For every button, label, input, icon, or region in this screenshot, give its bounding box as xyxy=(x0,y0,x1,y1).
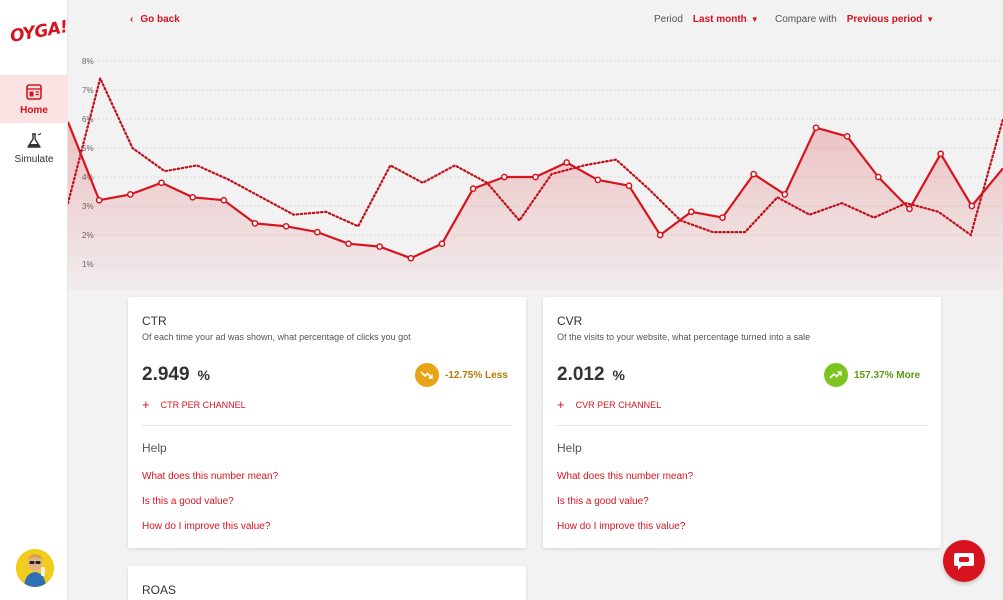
data-point xyxy=(594,176,602,184)
chart-point-markers xyxy=(95,124,976,262)
sidebar: OYGA! Home Simulate xyxy=(0,0,69,600)
user-photo xyxy=(16,549,54,587)
metric-value: 2.949% xyxy=(142,364,210,386)
sidebar-item-label: Simulate xyxy=(14,154,54,165)
data-point xyxy=(937,150,945,158)
data-point xyxy=(874,173,882,181)
period-value[interactable]: Last month xyxy=(692,14,747,25)
data-point xyxy=(812,124,820,132)
chevron-down-icon: ▼ xyxy=(926,15,935,24)
flask-icon xyxy=(27,132,42,148)
sidebar-item-simulate[interactable]: Simulate xyxy=(0,124,68,172)
metric-number: 2.012 xyxy=(557,364,605,385)
dotted-series-line xyxy=(68,75,1003,237)
chat-button[interactable] xyxy=(943,540,985,582)
data-point xyxy=(719,214,726,221)
data-point xyxy=(438,240,446,248)
data-point xyxy=(251,220,259,227)
y-tick-label: 5% xyxy=(82,144,94,153)
trend-text: 157.37% More xyxy=(854,369,921,381)
period-label: Period xyxy=(654,14,683,25)
data-point xyxy=(220,196,228,204)
plus-icon: + xyxy=(557,397,565,412)
data-point xyxy=(563,159,571,166)
help-link-good-value[interactable]: Is this a good value? xyxy=(557,496,649,507)
help-link-improve[interactable]: How do I improve this value? xyxy=(142,521,271,532)
y-tick-label: 7% xyxy=(82,86,94,95)
metric-unit: % xyxy=(197,367,210,383)
help-link-meaning[interactable]: What does this number mean? xyxy=(142,471,279,482)
help-link-good-value[interactable]: Is this a good value? xyxy=(142,496,234,507)
help-title: Help xyxy=(557,441,582,455)
ctr-per-channel-link[interactable]: + CTR PER CHANNEL xyxy=(142,397,246,412)
trend-badge: -12.75% Less xyxy=(415,363,508,387)
avatar[interactable] xyxy=(16,549,54,587)
solid-series-area xyxy=(68,121,1003,290)
card-description: Of each time your ad was shown, what per… xyxy=(142,332,411,342)
data-point xyxy=(282,222,290,230)
top-bar: ‹ Go back Period Last month ▼ Compare with P… xyxy=(68,0,1003,42)
compare-selector[interactable]: Compare with Previous period ▼ xyxy=(775,14,934,25)
chevron-left-icon: ‹ xyxy=(130,14,134,25)
ctr-card: CTR Of each time your ad was shown, what… xyxy=(128,297,526,548)
trend-badge: 157.37% More xyxy=(824,363,920,387)
card-title: ROAS xyxy=(142,583,177,597)
data-point xyxy=(158,179,165,187)
trend-text: -12.75% Less xyxy=(445,369,508,381)
y-tick-label: 6% xyxy=(82,115,94,124)
data-point xyxy=(781,191,789,198)
card-description: Of the visits to your website, what perc… xyxy=(557,332,811,342)
data-point xyxy=(687,208,695,216)
data-point xyxy=(376,243,384,250)
cvr-per-channel-link[interactable]: + CVR PER CHANNEL xyxy=(557,397,661,412)
help-link-meaning[interactable]: What does this number mean? xyxy=(557,471,694,482)
help-link-improve[interactable]: How do I improve this value? xyxy=(557,521,686,532)
card-title: CTR xyxy=(142,314,167,328)
metric-number: 2.949 xyxy=(142,364,190,385)
data-point xyxy=(500,173,508,181)
logo-text: OYGA! xyxy=(8,17,70,47)
data-point xyxy=(843,133,851,140)
data-point xyxy=(469,185,477,192)
data-point xyxy=(625,182,633,190)
metric-unit: % xyxy=(612,367,625,383)
period-selector[interactable]: Period Last month ▼ xyxy=(654,14,759,25)
cvr-card: CVR Of the visits to your website, what … xyxy=(543,297,941,548)
data-point xyxy=(345,240,352,248)
help-title: Help xyxy=(142,441,167,455)
metric-value: 2.012% xyxy=(557,364,625,386)
sidebar-item-label: Home xyxy=(20,105,48,116)
trend-up-icon xyxy=(824,363,848,387)
data-point xyxy=(126,191,134,198)
channel-label: CVR PER CHANNEL xyxy=(575,400,662,410)
compare-value[interactable]: Previous period xyxy=(846,14,923,25)
data-point xyxy=(750,170,758,178)
data-point xyxy=(313,228,321,236)
y-tick-label: 8% xyxy=(82,57,94,66)
go-back-link[interactable]: ‹ Go back xyxy=(130,14,180,25)
data-point xyxy=(906,205,913,213)
channel-label: CTR PER CHANNEL xyxy=(160,400,246,410)
card-title: CVR xyxy=(557,314,583,328)
data-point xyxy=(95,196,103,204)
chevron-down-icon: ▼ xyxy=(750,15,759,24)
go-back-label: Go back xyxy=(140,14,180,25)
data-point xyxy=(656,231,664,239)
sidebar-item-home[interactable]: Home xyxy=(0,75,68,123)
metric-line-chart: 1%2%3%4%5%6%7%8% xyxy=(68,57,1003,290)
divider xyxy=(142,425,512,426)
home-dashboard-icon xyxy=(26,84,42,100)
compare-label: Compare with xyxy=(775,14,837,25)
chat-icon xyxy=(954,553,974,570)
data-point xyxy=(189,193,197,201)
data-point xyxy=(407,254,415,262)
oyga-logo[interactable]: OYGA! xyxy=(9,17,69,50)
plus-icon: + xyxy=(142,397,150,412)
data-point xyxy=(532,173,539,181)
trend-down-icon xyxy=(415,363,439,387)
data-point xyxy=(968,202,976,210)
divider xyxy=(557,425,927,426)
roas-card: ROAS xyxy=(128,566,526,600)
